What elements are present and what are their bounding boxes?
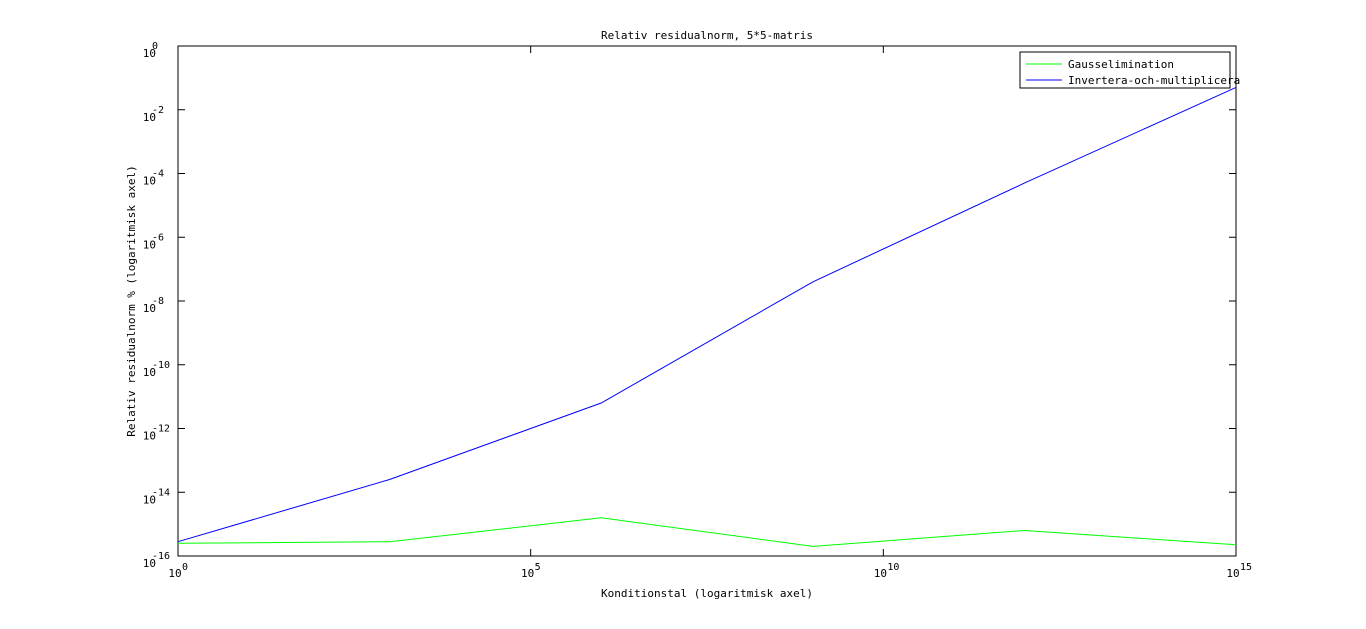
series-line-1	[177, 517, 1237, 547]
y-axis-label: Relativ residualnorm % (logaritmisk axel…	[125, 165, 138, 437]
y-tick-label: 10	[143, 366, 156, 379]
y-tick-label: 10	[143, 302, 156, 315]
x-tick-exponent: 0	[182, 562, 188, 573]
y-tick-label: 10	[143, 557, 156, 570]
y-tick-label: 10	[143, 238, 156, 251]
y-tick-exponent: 0	[152, 41, 158, 52]
y-tick-exponent: -6	[152, 232, 164, 243]
y-tick-exponent: -16	[152, 551, 170, 562]
y-tick-exponent: -12	[152, 424, 170, 435]
chart-title: Relativ residualnorm, 5*5-matris	[601, 29, 813, 42]
x-tick-label: 10	[874, 567, 887, 580]
y-tick-exponent: -4	[152, 169, 164, 180]
legend-label: Gausselimination	[1068, 58, 1174, 71]
x-tick-label: 10	[521, 567, 534, 580]
y-tick-exponent: -8	[152, 296, 164, 307]
axis-ticks: 10 0 10 5 10 10 10 1510010-210-410-610-810-1010…	[143, 41, 1252, 580]
y-tick-label: 10	[143, 47, 156, 60]
legend-box	[1019, 51, 1231, 89]
x-axis-label: Konditionstal (logaritmisk axel)	[601, 587, 813, 600]
legend-label: Invertera-och-multiplicera	[1068, 74, 1240, 87]
y-tick-exponent: -2	[152, 105, 164, 116]
plot-area	[177, 45, 1237, 557]
y-tick-label: 10	[143, 493, 156, 506]
series-line-2	[177, 86, 1237, 543]
y-tick-label: 10	[143, 430, 156, 443]
y-tick-exponent: -10	[152, 360, 170, 371]
x-tick-exponent: 5	[535, 562, 541, 573]
x-tick-exponent: 15	[1240, 562, 1252, 573]
legend: Gausselimination Invertera-och-multiplice…	[1019, 51, 1240, 89]
y-tick-label: 10	[143, 111, 156, 124]
x-tick-label: 10	[168, 567, 181, 580]
y-tick-exponent: -14	[152, 487, 170, 498]
x-tick-exponent: 10	[887, 562, 899, 573]
series-lines	[177, 86, 1237, 547]
y-tick-label: 10	[143, 175, 156, 188]
x-tick-label: 10	[1226, 567, 1239, 580]
